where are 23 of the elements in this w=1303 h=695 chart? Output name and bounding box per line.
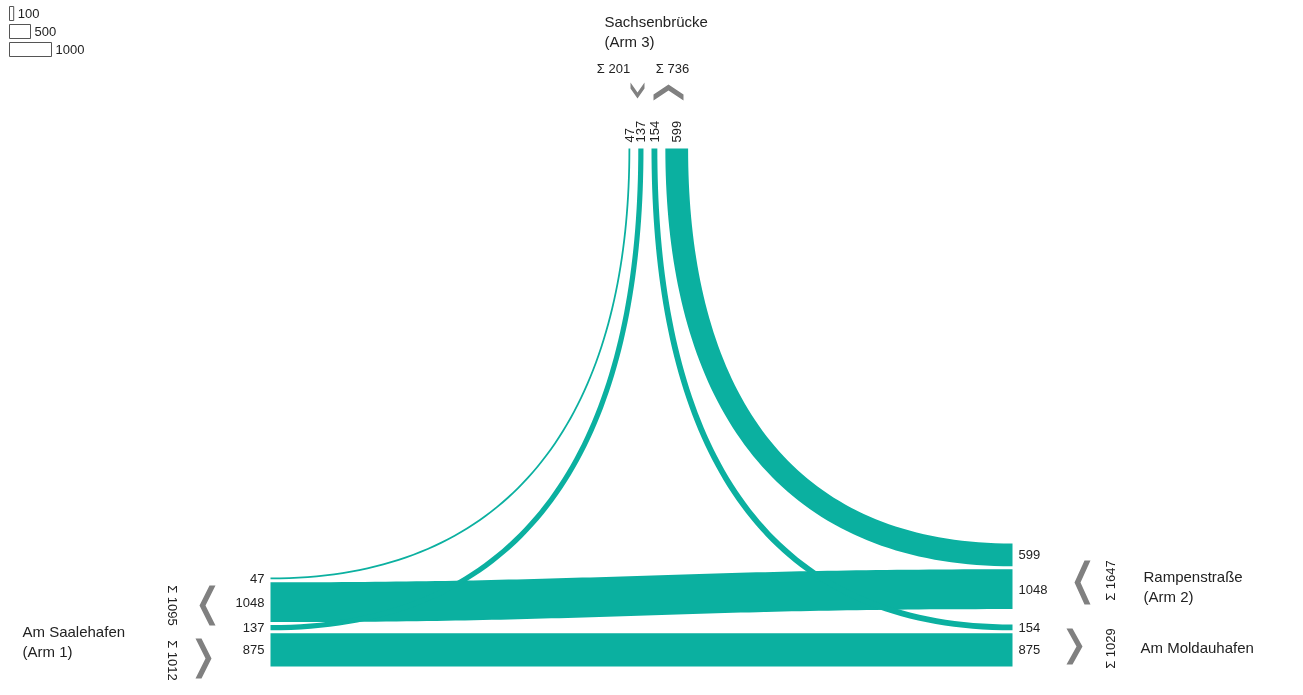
text: Σ 1029: [1103, 628, 1118, 669]
text: 1000: [55, 42, 85, 57]
text: Σ 1012: [165, 640, 180, 681]
data-label: 875: [1018, 642, 1041, 658]
data-label: 1048: [1018, 581, 1048, 597]
text: 100: [17, 6, 40, 21]
data-label: 875: [242, 642, 265, 658]
text: Σ 1647: [1103, 560, 1118, 601]
data-label: 599: [1018, 547, 1041, 563]
data-label: 137: [242, 620, 265, 636]
data-label: 154: [1018, 619, 1041, 635]
text: Σ 736: [655, 61, 690, 76]
data-label: 154: [646, 120, 662, 143]
data-label: 47: [250, 570, 265, 586]
data-label: 1048: [235, 594, 265, 610]
category-label: Rampenstraße (Arm 2): [1143, 567, 1243, 605]
data-label: 599: [669, 120, 685, 143]
text: Σ 1095: [165, 585, 180, 626]
text: Σ 201: [596, 61, 631, 76]
category-label: Am Moldauhafen: [1140, 638, 1254, 656]
category-label: Sachsenbrücke (Arm 3): [604, 12, 708, 50]
category-label: Am Saalehafen (Arm 1): [22, 622, 126, 660]
text: 500: [34, 24, 57, 39]
